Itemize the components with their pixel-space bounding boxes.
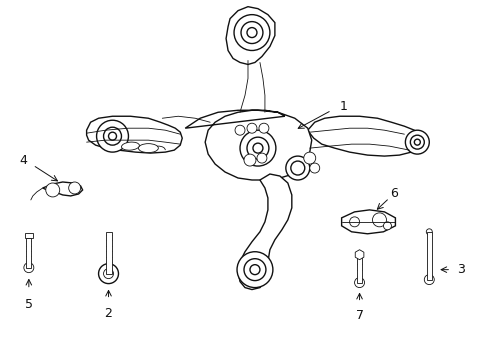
Circle shape xyxy=(237,252,273,288)
Circle shape xyxy=(415,139,420,145)
Circle shape xyxy=(46,183,60,197)
Circle shape xyxy=(250,265,260,275)
Text: 4: 4 xyxy=(19,154,27,167)
Circle shape xyxy=(244,259,266,280)
Circle shape xyxy=(286,156,310,180)
Circle shape xyxy=(241,22,263,44)
Circle shape xyxy=(247,28,257,37)
Polygon shape xyxy=(342,210,395,234)
Bar xyxy=(357,255,362,283)
Ellipse shape xyxy=(138,144,158,153)
Circle shape xyxy=(253,143,263,153)
Circle shape xyxy=(244,154,256,166)
Bar xyxy=(105,232,112,274)
Circle shape xyxy=(349,217,360,227)
Polygon shape xyxy=(87,116,182,153)
Polygon shape xyxy=(185,110,312,180)
Circle shape xyxy=(108,132,117,140)
Circle shape xyxy=(384,222,392,230)
Polygon shape xyxy=(238,174,292,289)
Circle shape xyxy=(291,161,305,175)
Polygon shape xyxy=(226,7,275,64)
Bar xyxy=(26,238,31,268)
Text: 1: 1 xyxy=(340,100,347,113)
Polygon shape xyxy=(43,182,83,196)
Bar xyxy=(427,232,432,280)
Ellipse shape xyxy=(122,142,139,150)
Circle shape xyxy=(310,163,319,173)
Circle shape xyxy=(98,264,119,284)
Circle shape xyxy=(259,123,269,133)
Circle shape xyxy=(257,153,267,163)
Circle shape xyxy=(247,123,257,133)
Circle shape xyxy=(24,263,34,273)
Circle shape xyxy=(405,130,429,154)
Text: 5: 5 xyxy=(25,298,33,311)
Bar xyxy=(25,233,33,238)
Circle shape xyxy=(355,278,365,288)
Polygon shape xyxy=(308,116,422,156)
Text: 6: 6 xyxy=(391,188,398,201)
Circle shape xyxy=(235,125,245,135)
Circle shape xyxy=(97,120,128,152)
Circle shape xyxy=(103,127,122,145)
Text: 3: 3 xyxy=(457,263,465,276)
Circle shape xyxy=(426,229,432,235)
Text: 7: 7 xyxy=(356,310,364,323)
Circle shape xyxy=(234,15,270,50)
Circle shape xyxy=(372,213,387,227)
Text: 2: 2 xyxy=(104,306,113,320)
Circle shape xyxy=(240,130,276,166)
Circle shape xyxy=(247,137,269,159)
Circle shape xyxy=(304,152,316,164)
Circle shape xyxy=(69,182,81,194)
Circle shape xyxy=(424,275,434,285)
Circle shape xyxy=(410,135,424,149)
Circle shape xyxy=(103,269,114,279)
